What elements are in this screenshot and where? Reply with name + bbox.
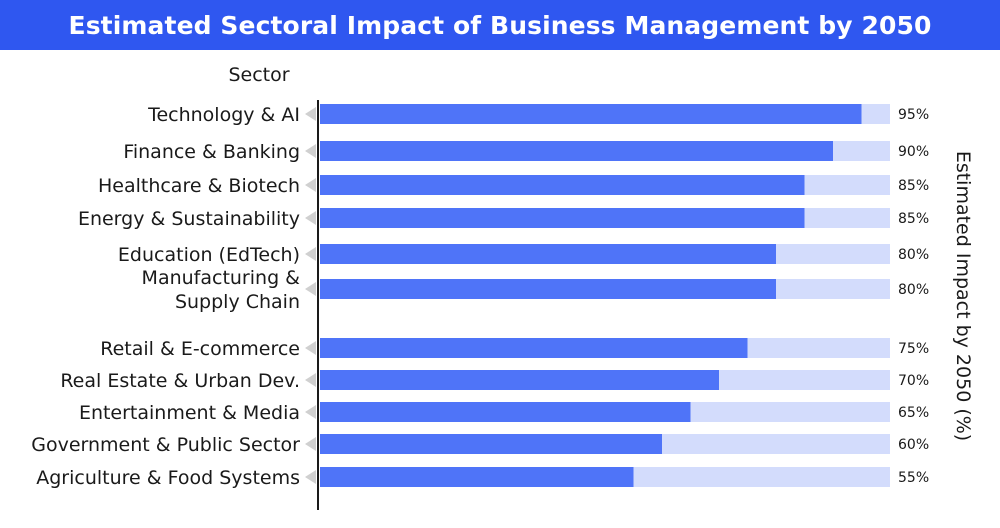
x-axis-title: Estimated Impact by 2050 (%) (952, 151, 974, 441)
category-label: Healthcare & Biotech (98, 175, 300, 197)
row-marker (305, 437, 316, 451)
category-label: Entertainment & Media (79, 402, 300, 424)
category-label: Agriculture & Food Systems (36, 467, 300, 489)
bar (320, 402, 691, 422)
row-marker (305, 373, 316, 387)
value-label: 90% (898, 144, 929, 160)
row-marker (305, 178, 316, 192)
category-label: Retail & E-commerce (100, 338, 300, 360)
row-marker (305, 341, 316, 355)
chart-title: Estimated Sectoral Impact of Business Ma… (68, 10, 932, 40)
bar (320, 175, 805, 195)
category-label: Education (EdTech) (118, 244, 300, 266)
value-label: 55% (898, 470, 929, 486)
category-label: Manufacturing & (142, 267, 301, 289)
category-label: Finance & Banking (123, 141, 300, 163)
row-marker (305, 282, 316, 296)
value-label: 70% (898, 373, 929, 389)
value-label: 85% (898, 211, 929, 227)
bar (320, 104, 862, 124)
bar (320, 434, 662, 454)
bar (320, 370, 719, 390)
row-marker (305, 247, 316, 261)
category-label: Energy & Sustainability (78, 208, 300, 230)
value-label: 65% (898, 405, 929, 421)
bar (320, 338, 748, 358)
category-label: Supply Chain (175, 291, 300, 313)
value-label: 80% (898, 282, 929, 298)
value-label: 80% (898, 247, 929, 263)
bar (320, 208, 805, 228)
bars-group: Technology & AI 95% Finance & Banking 90% He… (31, 104, 929, 489)
category-label: Real Estate & Urban Dev. (60, 370, 300, 392)
value-label: 85% (898, 178, 929, 194)
row-marker (305, 144, 316, 158)
title-bar: Estimated Sectoral Impact of Business Ma… (0, 0, 1000, 50)
row-marker (305, 211, 316, 225)
bar (320, 141, 833, 161)
value-label: 75% (898, 341, 929, 357)
value-label: 60% (898, 437, 929, 453)
row-marker (305, 405, 316, 419)
bar (320, 467, 634, 487)
value-label: 95% (898, 107, 929, 123)
bar (320, 279, 776, 299)
category-label: Technology & AI (147, 104, 300, 126)
row-marker (305, 470, 316, 484)
y-axis-title: Sector (228, 64, 289, 86)
bar (320, 244, 776, 264)
row-marker (305, 107, 316, 121)
category-label: Government & Public Sector (31, 434, 300, 456)
